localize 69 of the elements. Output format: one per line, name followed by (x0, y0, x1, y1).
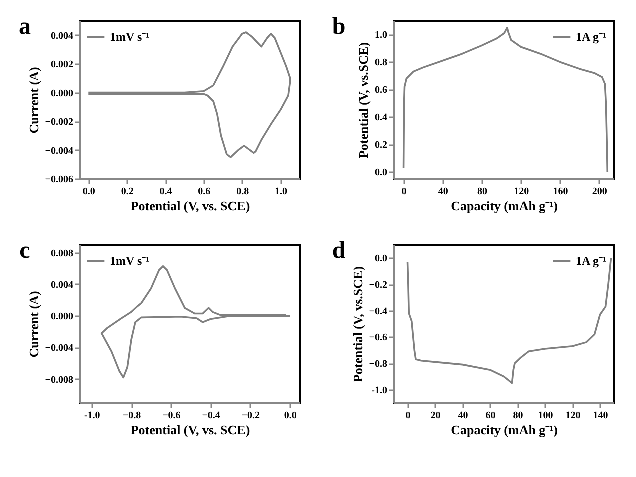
y-tick-label: 0.004 (51, 280, 74, 291)
x-axis-title: Capacity (mAh g⁻¹) (451, 422, 558, 438)
x-tick-label: 140 (593, 410, 608, 422)
y-tick-label: −0.2 (369, 280, 388, 291)
x-tick-label: 60 (486, 410, 496, 422)
y-tick-label: −0.004 (45, 146, 74, 157)
y-tick-label: −0.008 (45, 374, 74, 386)
y-axis-title: Potential (V, vs.SCE) (350, 266, 366, 383)
x-tick-label: 0.0 (284, 410, 297, 422)
x-tick-label: −0.2 (242, 410, 260, 422)
x-axis-title: Capacity (mAh g⁻¹) (451, 198, 558, 214)
y-tick-label: −0.006 (45, 174, 74, 186)
y-axis-title: Potential (V, vs.SCE) (356, 42, 371, 159)
x-tick-label: 0 (406, 410, 411, 422)
y-tick-label: 0.2 (375, 140, 388, 152)
x-axis-title: Potential (V, vs. SCE) (130, 198, 250, 214)
text: a (19, 14, 31, 40)
y-tick-label: −0.002 (45, 117, 74, 128)
x-tick-label: 0.2 (121, 186, 134, 198)
y-tick-label: 0.0 (375, 254, 388, 265)
x-tick-label: 0.6 (198, 186, 211, 198)
y-tick-label: −0.004 (45, 343, 74, 354)
x-axis-title: Potential (V, vs. SCE) (130, 422, 250, 438)
y-tick-label: -1.0 (372, 385, 388, 396)
legend-label: 1A g⁻¹ (576, 254, 608, 268)
legend-label: 1mV s⁻¹ (110, 254, 150, 268)
text: c (20, 238, 31, 264)
y-tick-label: 0.008 (51, 248, 74, 260)
x-tick-label: −0.8 (122, 410, 142, 422)
x-tick-label: 1.0 (275, 186, 288, 198)
y-tick-label: −0.8 (369, 359, 388, 370)
x-tick-label: 20 (430, 410, 441, 422)
x-tick-label: 80 (478, 186, 488, 198)
y-tick-label: 0.8 (375, 58, 388, 69)
x-tick-label: 120 (514, 186, 530, 198)
y-tick-label: 0.000 (51, 88, 74, 100)
line-series (402, 26, 609, 174)
y-tick-label: 0.4 (375, 112, 388, 124)
x-tick-label: 80 (513, 410, 524, 422)
y-tick-label: 0.002 (51, 60, 74, 71)
x-tick-label: 0 (402, 186, 407, 198)
y-tick-label: 0.0 (375, 168, 388, 179)
x-tick-label: -1.0 (84, 410, 100, 422)
line-series (406, 257, 612, 384)
y-tick-label: −0.4 (369, 306, 388, 318)
x-tick-label: 40 (458, 410, 468, 422)
x-tick-label: 40 (438, 186, 448, 198)
line-series (88, 32, 292, 158)
x-tick-label: 200 (592, 186, 608, 198)
x-tick-label: −0.4 (202, 410, 220, 422)
y-tick-label: 0.000 (51, 312, 74, 323)
x-tick-label: −0.6 (162, 410, 181, 422)
x-tick-label: 120 (566, 410, 581, 422)
line-series (100, 265, 291, 379)
y-axis-title: Current (A) (26, 67, 42, 134)
x-tick-label: 160 (553, 186, 568, 198)
x-tick-label: 100 (538, 410, 554, 422)
text: b (332, 14, 346, 40)
x-tick-label: 0.8 (236, 186, 250, 198)
y-axis-title: Current (A) (26, 291, 42, 358)
text: d (332, 238, 346, 264)
x-tick-label: 0.0 (82, 186, 96, 198)
y-tick-label: 0.6 (375, 85, 388, 96)
y-tick-label: 1.0 (375, 30, 388, 42)
y-tick-label: −0.6 (369, 332, 388, 344)
x-tick-label: 0.4 (160, 186, 172, 198)
legend-label: 1A g⁻¹ (576, 30, 608, 44)
legend-label: 1mV s⁻¹ (110, 30, 150, 44)
y-tick-label: 0.004 (51, 30, 74, 42)
